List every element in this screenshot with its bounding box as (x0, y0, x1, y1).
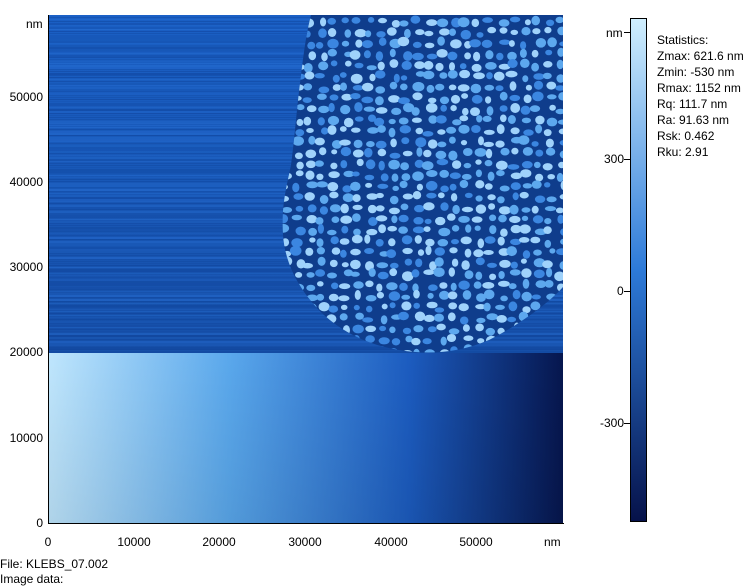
x-tick-label: 30000 (288, 535, 322, 549)
x-tick-label: 20000 (202, 535, 236, 549)
y-tick-label: 30000 (9, 260, 43, 274)
y-tick-label: 10000 (9, 431, 43, 445)
y-tick-label: 0 (36, 516, 43, 530)
y-tick-label: 20000 (9, 345, 43, 359)
color-scale-tick-label: 300 (604, 152, 625, 166)
stat-ra: Ra: 91.63 nm (657, 113, 730, 127)
stat-rsk: Rsk: 0.462 (657, 129, 715, 143)
stat-rmax: Rmax: 1152 nm (657, 81, 741, 95)
file-name: File: KLEBS_07.002 (0, 557, 109, 571)
x-tick-label: 10000 (117, 535, 151, 549)
color-scale-tick-label: -300 (600, 416, 625, 430)
y-axis-unit: nm (26, 17, 43, 31)
statistics-title: Statistics: (657, 33, 709, 47)
y-tick-label: 40000 (9, 175, 43, 189)
afm-height-map (49, 15, 563, 523)
color-scale-unit: nm (606, 26, 623, 40)
afm-height-image (49, 15, 563, 523)
color-scale-bar (630, 18, 647, 522)
x-tick-label: 40000 (374, 535, 408, 549)
x-tick-label: 0 (44, 535, 52, 549)
x-tick-label: 50000 (459, 535, 493, 549)
image-data-label: Image data: (0, 572, 64, 586)
color-scale-tick-label: 0 (617, 284, 624, 298)
y-tick-label: 50000 (9, 90, 43, 104)
stat-rq: Rq: 111.7 nm (657, 97, 728, 111)
stat-rku: Rku: 2.91 (657, 145, 709, 159)
stat-zmin: Zmin: -530 nm (657, 65, 735, 79)
x-axis-unit: nm (544, 535, 561, 549)
particle-cluster (282, 15, 563, 353)
stat-zmax: Zmax: 621.6 nm (657, 49, 744, 63)
